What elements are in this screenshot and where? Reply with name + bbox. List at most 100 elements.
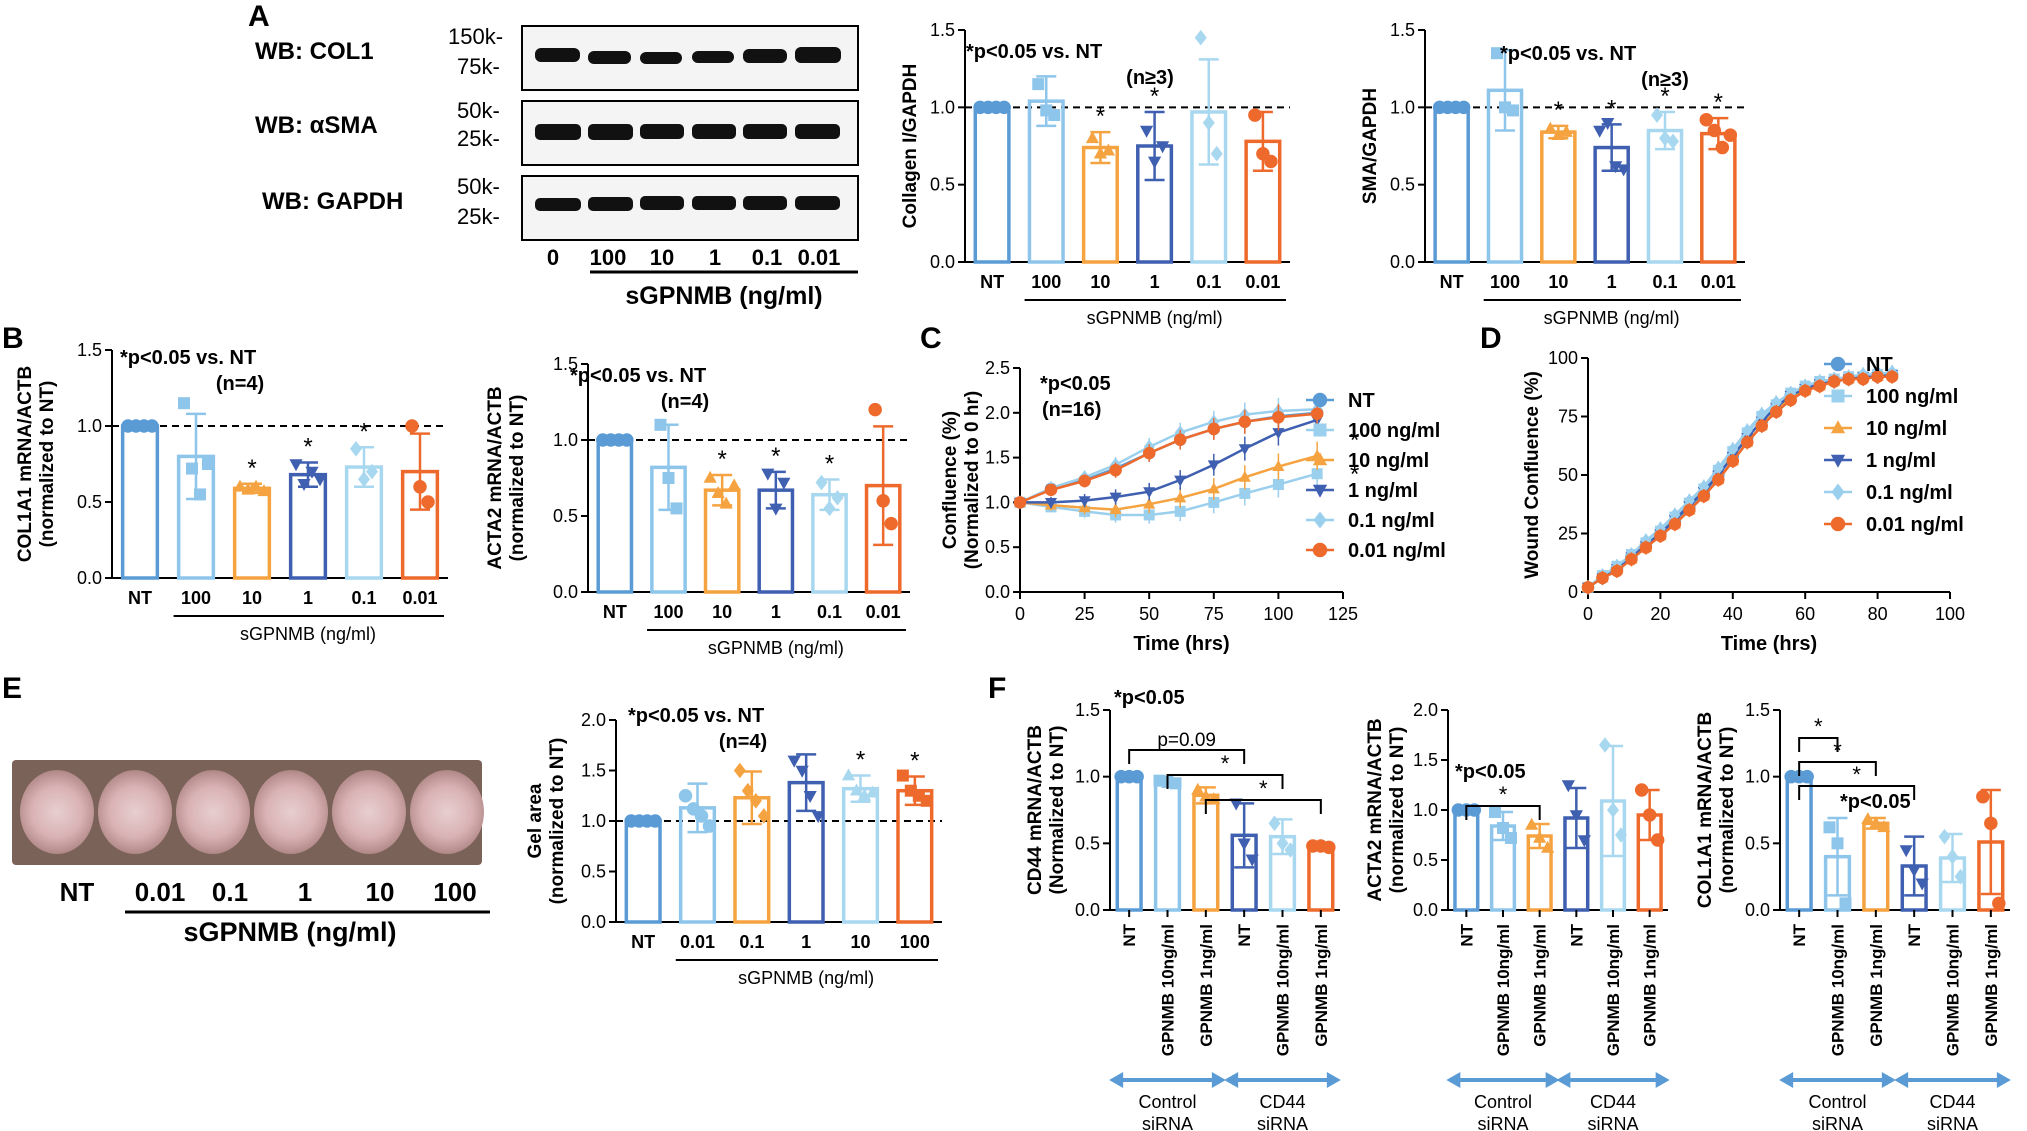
data-point	[145, 419, 159, 433]
data-point	[1593, 125, 1607, 138]
significance-star: *	[359, 418, 368, 445]
gel-label: 1	[297, 877, 313, 907]
data-point	[757, 808, 770, 824]
data-point	[1173, 433, 1187, 446]
y-axis-title: Wound Confluence (%)	[1522, 371, 1543, 579]
data-point	[719, 496, 733, 509]
data-point	[1130, 769, 1144, 784]
gel-label: 0.01	[134, 877, 186, 907]
data-point	[803, 790, 817, 803]
data-point	[1642, 808, 1657, 822]
data-point	[1698, 479, 1710, 494]
bracket	[1798, 737, 1839, 752]
data-point	[1784, 393, 1797, 407]
series-line	[1019, 454, 1318, 511]
well-plate	[12, 760, 484, 865]
data-point	[811, 811, 825, 824]
data-point	[1723, 128, 1738, 142]
x-tick-label: 60	[1795, 604, 1815, 624]
x-tick-label: NT	[980, 272, 1004, 292]
x-tick-label: NT	[1457, 923, 1476, 946]
bar	[1115, 774, 1143, 912]
data-point	[1569, 810, 1583, 823]
data-point	[1541, 840, 1555, 853]
data-point	[1229, 798, 1243, 811]
data-point	[1312, 542, 1328, 558]
y-tick-label: 1.0	[581, 811, 606, 831]
bar	[120, 424, 160, 580]
data-point	[1310, 407, 1324, 420]
wb-label-gapdh: WB: GAPDH	[262, 188, 404, 215]
data-point	[1741, 423, 1753, 438]
data-point	[186, 462, 198, 475]
n-label: (n≥3)	[1641, 69, 1689, 91]
data-point	[648, 814, 662, 828]
data-point	[1238, 470, 1251, 482]
lane-label: 0.01	[797, 245, 841, 270]
data-point	[1313, 511, 1327, 529]
data-point	[1683, 493, 1695, 508]
data-point	[1861, 812, 1875, 825]
data-point	[1272, 411, 1285, 424]
y-tick-label: 0.5	[77, 492, 102, 512]
chart-cd44-mrna: 0.0 0.5 1.0 1.5 CD44 mRNA/ACTB (Normalized to…	[1025, 687, 1341, 1131]
chart-acta2-mrna: 0.0 0.5 1.0 1.5 ACTA2 mRNA/ACTB (normalized t…	[485, 354, 910, 658]
x-tick-label: 100	[900, 932, 930, 952]
bar	[1540, 130, 1577, 264]
x-tick-label: 0.1	[1652, 272, 1677, 292]
group-arrow-head	[1109, 1072, 1124, 1088]
data-point	[1634, 783, 1649, 797]
x-tick-label: NT	[1567, 923, 1586, 946]
legend-label: 0.1 ng/ml	[1348, 510, 1435, 532]
data-point	[841, 768, 856, 781]
data-point	[1169, 777, 1182, 790]
group-label: siRNA	[1257, 1114, 1308, 1131]
bar	[1453, 808, 1480, 912]
mw-marker-150k: 150k-	[448, 24, 504, 49]
bracket	[1465, 805, 1541, 820]
y-tick-label: 1.0	[1075, 767, 1100, 787]
data-point	[1727, 442, 1739, 457]
annotation: *p<0.05	[1840, 791, 1911, 813]
annotation: *p<0.05 vs. NT	[966, 41, 1102, 63]
x-tick-label: 75	[1204, 604, 1224, 624]
data-point	[727, 478, 741, 491]
data-point	[1798, 384, 1812, 398]
x-tick-label: 20	[1650, 604, 1670, 624]
annotation: *p<0.05	[1040, 373, 1111, 395]
data-point	[1741, 435, 1754, 449]
data-point	[1147, 156, 1162, 169]
data-point	[1669, 507, 1681, 522]
x-axis-title: Time (hrs)	[1133, 633, 1229, 655]
mw-marker-50k-a: 50k-	[457, 98, 500, 123]
data-point	[1048, 109, 1061, 122]
data-point	[1239, 487, 1251, 499]
x-tick-label: 0.1	[817, 602, 842, 622]
y-tick-label: 1.0	[553, 430, 578, 450]
data-point	[1078, 496, 1091, 508]
y-tick-label: 0.0	[985, 582, 1010, 602]
data-point	[1830, 454, 1846, 468]
chart-col1a1-mrna: 0.0 0.5 1.0 1.5 COL1A1 mRNA/ACTB (normalized …	[15, 340, 448, 644]
significance-star: *	[1350, 461, 1359, 488]
x-tick-label: NT	[1790, 923, 1809, 946]
data-point	[1907, 865, 1921, 878]
data-point	[1827, 375, 1841, 388]
legend-label: 100 ng/ml	[1348, 420, 1440, 442]
data-point	[741, 782, 754, 799]
data-point	[1712, 473, 1725, 486]
x-tick-label: NT	[128, 588, 152, 608]
x-tick-label: 100	[1490, 272, 1520, 292]
y-tick-label: 1.5	[1745, 700, 1770, 720]
significance-star: *	[1607, 95, 1616, 122]
data-point	[1915, 878, 1929, 891]
x-tick-label: 0.1	[1196, 272, 1221, 292]
x-tick-label: 0.01	[1245, 272, 1280, 292]
series-line	[1019, 412, 1318, 504]
y-tick-label: 2.5	[985, 358, 1010, 378]
wb-x-title: sGPNMB (ng/ml)	[625, 282, 823, 310]
x-tick-label: NT	[1120, 923, 1139, 946]
legend-label: 1 ng/ml	[1348, 480, 1418, 502]
legend-label: NT	[1348, 390, 1375, 412]
data-point	[1311, 468, 1323, 480]
